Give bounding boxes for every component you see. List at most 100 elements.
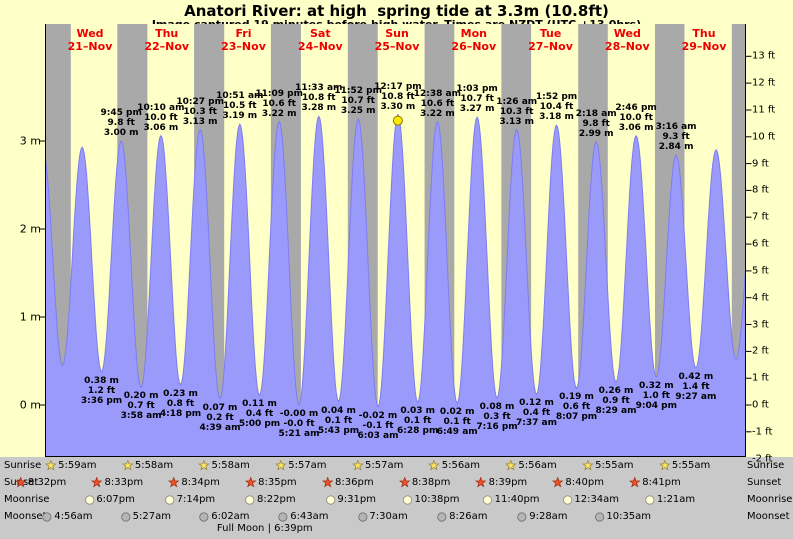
day-name: Fri [235,27,252,40]
tide-label-line: 0.3 ft [483,412,511,422]
high-tide-label: 10:10 am 10.0 ft 3.06 m [129,103,193,133]
sunrise-time: 5:58am [134,460,174,471]
low-tide-label: -0.00 m -0.0 ft 5:21 am [267,409,331,439]
sunrise-entry: 5:55am [658,459,711,472]
moonrise-icon [245,494,255,505]
sunrise-icon [582,460,594,471]
low-tide-label: 0.23 m 0.8 ft 4:18 pm [149,389,213,419]
moonset-entry: 7:30am [357,510,408,523]
sunrise-entry: 5:56am [505,459,557,472]
moonrise-icon [325,494,335,505]
astro-row-label-left: Moonrise [4,494,50,505]
tide-label-line: 3.28 m [301,103,337,114]
tide-label-line: 12:17 pm [374,81,422,92]
sunrise-icon [45,460,57,471]
tide-label-line: 8:29 am [595,406,637,417]
high-tide-label: 3:16 am 9.3 ft 2.84 m [644,122,708,152]
tide-label-line: 10.3 ft [183,106,217,117]
tide-label-line: 0.2 ft [206,412,234,423]
tide-label-line: 2:18 am [575,108,617,119]
astro-row-label-right: Sunset [747,477,782,488]
moonrise-time: 10:38pm [414,494,460,505]
moonset-time: 10:35am [606,511,652,522]
sunrise-time: 5:55am [595,460,634,471]
tide-label-line: 0.1 ft [404,416,432,427]
sunset-time: 8:38pm [411,477,451,488]
tide-label-line: 2.84 m [658,142,694,153]
y-axis-right-label: -2 ft [752,453,773,465]
moonrise-time: 7:14pm [176,494,216,505]
day-date: 27–Nov [528,40,573,53]
day-date: 28–Nov [604,40,650,53]
sunrise-entry: 5:58am [121,459,174,472]
tide-label-line: 0.03 m [400,406,436,417]
day-date: 26–Nov [451,40,497,53]
tide-label-line: 9:45 pm [100,108,142,118]
sunset-time: 8:36pm [335,477,374,488]
tide-label-line: 0.1 ft [324,415,353,426]
y-axis-right-label: 10 ft [752,131,776,143]
sunrise-icon [352,460,364,471]
sunrise-entry: 5:57am [275,459,327,472]
y-axis-right-label: 4 ft [752,292,769,304]
tide-label-line: 5:00 pm [238,419,281,430]
tide-label-line: 1.4 ft [682,382,710,392]
moonrise-entry: 1:21am [645,493,695,506]
day-date: 25–Nov [374,40,420,53]
tide-label-line: 10:51 am [216,91,264,102]
tide-label-line: 0.08 m [479,402,515,412]
high-tide-label: 10:51 am 10.5 ft 3.19 m [208,91,272,121]
moonrise-icon [483,494,493,505]
moonset-time: 6:02am [211,511,250,522]
tide-label-line: 6:03 am [357,430,399,441]
high-tide-label: 11:09 pm 10.6 ft 3.22 m [247,89,311,119]
y-axis-right-label: 3 ft [752,319,769,330]
moonset-entry: 4:56am [42,510,93,523]
astro-row-label-right: Moonrise [747,494,793,505]
high-tide-label: 10:27 pm 10.3 ft 3.13 m [168,97,232,127]
tide-label-line: 1:52 pm [535,92,578,103]
sunrise-icon [505,460,517,471]
sunset-time: 8:39pm [488,477,528,488]
tide-label-line: 10.8 ft [302,93,336,104]
day-date: 24–Nov [297,40,343,53]
tide-label-line: 10.7 ft [460,94,494,105]
moonrise-icon [165,494,175,505]
moonrise-time: 8:22pm [257,494,296,505]
day-name: Mon [460,27,487,40]
current-time-marker [392,115,403,126]
moonset-entry: 6:43am [278,510,329,523]
high-tide-label: 1:26 am 10.3 ft 3.13 m [485,97,549,127]
moonrise-icon [645,494,655,505]
low-tide-label: 0.42 m 1.4 ft 9:27 am [664,372,728,402]
low-tide-label: 0.32 m 1.0 ft 9:04 pm [624,381,688,411]
y-axis-right-label: 1 ft [752,372,769,384]
tide-label-line: 0.19 m [559,392,594,403]
tide-label-line: 7:16 pm [476,422,518,432]
moonset-time: 7:30am [369,511,408,522]
moonset-entry: 5:27am [121,510,171,523]
chart-title: Anatori River: at high spring tide at 3.… [184,2,609,20]
sunset-entry: 8:41pm [629,476,681,489]
sunrise-time: 5:55am [671,460,711,471]
tide-label-line: 11:09 pm [255,88,303,99]
tide-label-line: 0.4 ft [522,408,551,419]
tide-label-line: 2:46 pm [615,102,657,113]
moonrise-entry: 12:34am [562,493,619,506]
sunrise-time: 5:56am [441,460,481,471]
tide-label-line: 5:21 am [278,429,320,439]
low-tide-label: 0.03 m 0.1 ft 6:28 pm [386,406,450,436]
moonset-icon [42,511,52,522]
day-date: 21–Nov [67,40,113,53]
sunrise-icon [121,460,133,471]
y-axis-left-label: 3 m [19,134,41,148]
tide-label-line: 3:58 am [120,411,162,422]
sunset-icon [168,477,180,488]
moonset-time: 8:26am [449,511,488,522]
sunset-icon [475,477,487,488]
sunset-time: 8:35pm [258,477,297,488]
sunset-entry: 8:34pm [168,476,220,489]
tide-label-line: 1:03 pm [456,84,498,95]
y-axis-right-label: 0 ft [752,399,769,411]
sunset-time: 8:33pm [104,477,144,488]
